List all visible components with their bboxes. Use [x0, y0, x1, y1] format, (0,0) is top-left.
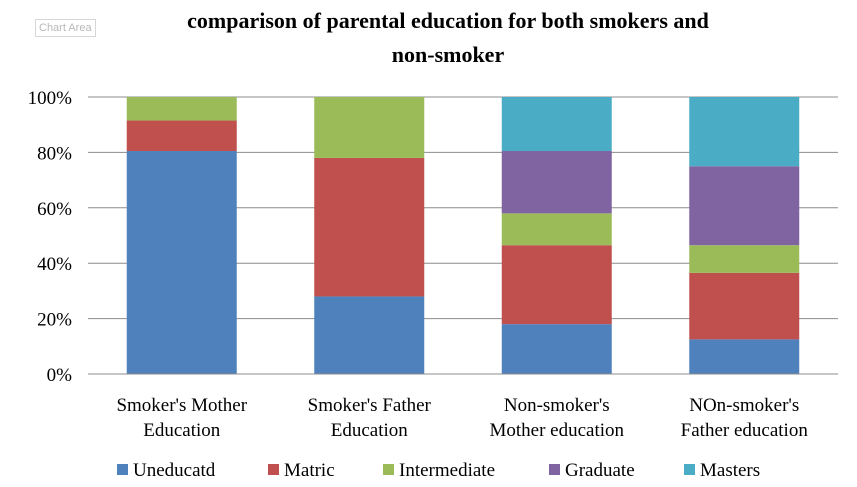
legend-swatch-uneducatd [117, 464, 128, 475]
x-tick-label: Education [143, 420, 221, 441]
legend-label: Intermediate [399, 460, 495, 481]
bar-segment-matric [689, 272, 800, 340]
y-tick-label: 20% [37, 310, 72, 331]
y-axis-tick-labels: 0% 20% 40% 60% 80% 100% [28, 88, 73, 386]
bar-segment-uneducatd [501, 324, 612, 374]
legend-swatch-matric [268, 464, 279, 475]
legend-label: Masters [700, 460, 760, 481]
y-tick-label: 60% [37, 199, 72, 220]
x-tick-label: NOn-smoker's [689, 395, 799, 416]
chart-title-line: comparison of parental education for bot… [187, 8, 709, 33]
x-tick-label: Non-smoker's [504, 395, 610, 416]
legend-label: Uneducatd [133, 460, 216, 481]
bar-segment-graduate [689, 166, 800, 246]
legend-label: Graduate [565, 460, 635, 481]
bar-segment-intermediate [689, 245, 800, 273]
bar-segment-intermediate [126, 97, 237, 121]
bar-segment-masters [501, 97, 612, 152]
bar-segment-uneducatd [314, 296, 425, 374]
bar-segment-masters [689, 97, 800, 167]
legend-swatch-intermediate [383, 464, 394, 475]
x-tick-label: Smoker's Mother [116, 395, 247, 416]
bar-segment-intermediate [501, 213, 612, 246]
legend-label: Matric [284, 460, 335, 481]
chart-title: comparison of parental education for bot… [187, 8, 709, 67]
x-tick-label: Mother education [489, 420, 624, 441]
bars [126, 97, 800, 374]
chart-title-line: non-smoker [392, 42, 505, 67]
bar-segment-matric [314, 157, 425, 297]
x-tick-label: Education [331, 420, 409, 441]
bar-segment-graduate [501, 151, 612, 214]
bar-segment-matric [501, 245, 612, 325]
bar-segment-uneducatd [126, 151, 237, 374]
y-tick-label: 40% [37, 254, 72, 275]
y-tick-label: 80% [37, 143, 72, 164]
x-axis-tick-labels: Smoker's Mother Education Smoker's Father E… [116, 395, 808, 441]
y-tick-label: 100% [28, 88, 73, 109]
legend-swatch-masters [684, 464, 695, 475]
legend-swatch-graduate [549, 464, 560, 475]
bar-segment-matric [126, 120, 237, 152]
bar-segment-intermediate [314, 97, 425, 158]
x-tick-label: Father education [681, 420, 809, 441]
bar-segment-uneducatd [689, 339, 800, 374]
y-tick-label: 0% [47, 365, 73, 386]
x-tick-label: Smoker's Father [308, 395, 432, 416]
legend: Uneducatd Matric Intermediate Graduate Maste… [117, 460, 760, 481]
chart-area-tooltip: Chart Area [35, 19, 96, 37]
